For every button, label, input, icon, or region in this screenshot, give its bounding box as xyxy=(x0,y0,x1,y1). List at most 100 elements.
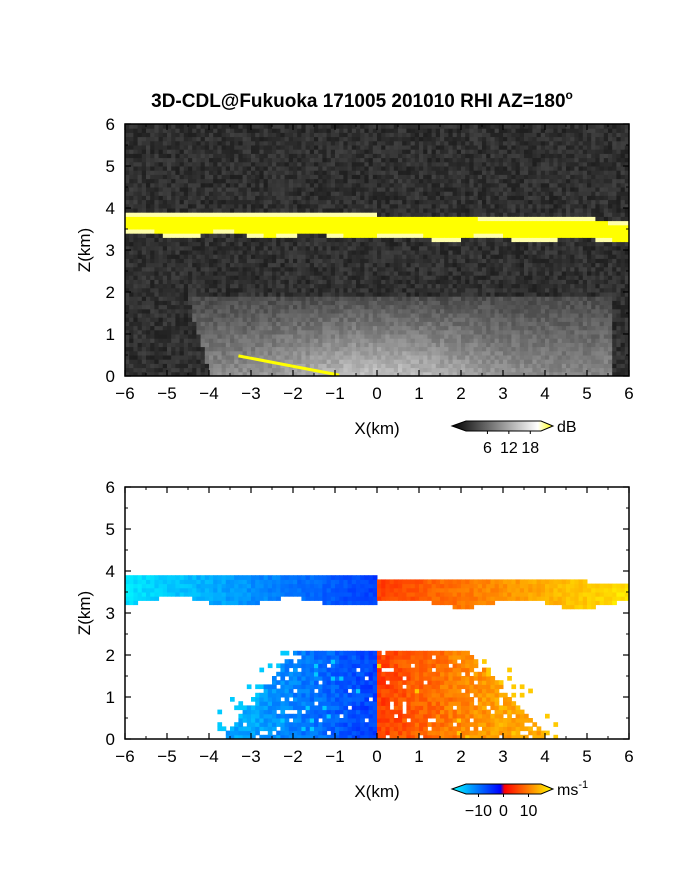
data-cell xyxy=(347,321,353,327)
data-cell xyxy=(440,350,445,356)
data-cell xyxy=(267,128,273,133)
data-cell xyxy=(204,300,210,306)
data-cell xyxy=(330,208,336,213)
data-cell xyxy=(192,338,197,343)
data-cell xyxy=(137,304,143,310)
data-cell xyxy=(179,166,185,171)
data-cell xyxy=(368,208,374,213)
data-cell xyxy=(288,145,294,150)
data-cell xyxy=(393,182,399,188)
data-cell xyxy=(414,195,420,201)
data-cell xyxy=(368,220,374,226)
data-cell xyxy=(272,149,277,154)
data-cell xyxy=(398,203,403,209)
data-cell xyxy=(255,195,260,201)
data-cell xyxy=(171,224,176,230)
data-cell xyxy=(276,140,281,146)
data-cell xyxy=(368,128,374,133)
data-cell xyxy=(263,170,269,175)
data-cell xyxy=(200,229,206,234)
data-cell xyxy=(440,199,445,205)
data-cell xyxy=(301,250,307,255)
data-cell xyxy=(301,275,307,280)
data-cell xyxy=(158,241,164,247)
data-cell xyxy=(150,279,155,285)
data-cell xyxy=(133,338,139,343)
data-cell xyxy=(360,136,365,142)
data-cell xyxy=(272,153,277,159)
data-cell xyxy=(251,170,256,175)
data-cell xyxy=(448,355,454,360)
data-cell xyxy=(419,166,424,171)
data-cell xyxy=(356,359,361,364)
data-cell xyxy=(242,136,248,142)
data-cell xyxy=(377,359,382,364)
data-cell xyxy=(309,153,315,159)
data-cell xyxy=(465,208,470,213)
data-cell xyxy=(246,283,252,289)
data-cell xyxy=(419,342,424,348)
data-cell xyxy=(167,325,172,331)
data-cell xyxy=(141,250,147,255)
data-cell xyxy=(251,149,256,154)
data-cell xyxy=(410,237,416,243)
data-cell xyxy=(335,191,340,196)
data-cell xyxy=(322,187,328,192)
data-cell xyxy=(297,279,302,285)
data-cell xyxy=(217,304,223,310)
data-cell xyxy=(339,371,344,376)
data-cell xyxy=(246,245,252,251)
data-cell xyxy=(326,292,332,297)
data-cell xyxy=(406,145,412,150)
data-cell xyxy=(427,124,433,129)
data-cell xyxy=(162,325,168,331)
data-cell xyxy=(238,128,244,133)
data-cell xyxy=(175,224,181,230)
data-cell xyxy=(389,346,395,352)
data-cell xyxy=(150,313,155,318)
data-cell xyxy=(351,187,357,192)
data-cell xyxy=(221,132,227,138)
data-cell xyxy=(255,157,260,163)
data-cell xyxy=(461,287,466,293)
data-cell xyxy=(183,250,189,255)
data-cell xyxy=(335,149,340,154)
data-cell xyxy=(440,140,445,146)
data-cell xyxy=(452,212,458,217)
data-cell xyxy=(246,338,252,343)
data-cell xyxy=(326,153,332,159)
data-cell xyxy=(448,245,454,251)
data-cell xyxy=(393,346,399,352)
data-cell xyxy=(356,245,361,251)
data-cell xyxy=(356,220,361,226)
data-cell xyxy=(431,250,437,255)
data-cell xyxy=(179,140,185,146)
data-cell xyxy=(272,174,277,180)
data-cell xyxy=(456,313,462,318)
data-cell xyxy=(381,140,386,146)
data-cell xyxy=(469,266,475,272)
data-cell xyxy=(192,329,197,335)
data-cell xyxy=(125,229,130,234)
data-cell xyxy=(167,136,172,142)
data-cell xyxy=(309,245,315,251)
data-cell xyxy=(242,317,248,322)
data-cell xyxy=(423,145,428,150)
data-cell xyxy=(435,157,441,163)
data-cell xyxy=(154,220,160,226)
data-cell xyxy=(276,338,281,343)
data-cell xyxy=(410,279,416,285)
data-cell xyxy=(213,128,218,133)
data-cell xyxy=(246,350,252,356)
data-cell xyxy=(318,191,323,196)
data-cell xyxy=(465,254,470,259)
data-cell xyxy=(171,208,176,213)
data-cell xyxy=(364,355,370,360)
data-cell xyxy=(452,174,458,180)
data-cell xyxy=(377,170,382,175)
data-cell xyxy=(402,300,407,306)
data-cell xyxy=(276,145,281,150)
data-cell xyxy=(452,283,458,289)
data-cell xyxy=(461,161,466,167)
data-cell xyxy=(419,355,424,360)
